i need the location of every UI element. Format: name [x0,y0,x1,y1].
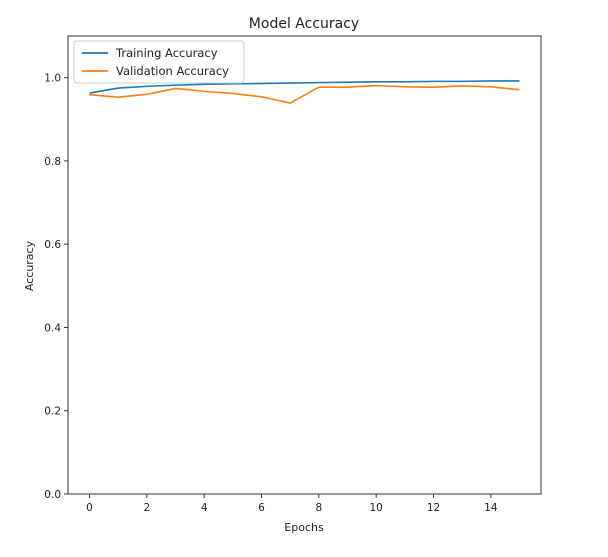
legend-label: Validation Accuracy [116,64,229,78]
plot-frame [67,35,542,495]
x-tick-label: 4 [201,502,208,514]
y-tick-label: 0.4 [44,322,61,334]
y-axis-ticks: 0.0 0.2 0.4 0.6 0.8 1.0 [44,73,68,501]
y-tick-label: 1.0 [44,73,61,85]
y-tick-label: 0.2 [44,406,61,418]
legend: Training Accuracy Validation Accuracy [73,40,245,84]
y-tick-label: 0.8 [44,156,61,168]
plot-area [67,35,542,495]
x-tick-label: 6 [258,502,265,514]
legend-box [73,40,245,84]
x-axis-ticks: 0 2 4 6 8 10 12 14 [86,494,498,514]
x-tick-label: 2 [143,502,150,514]
y-tick-label: 0.0 [44,489,61,501]
y-axis-label: Accuracy [23,240,36,291]
x-tick-label: 10 [369,502,382,514]
series-layer [89,80,520,104]
x-tick-label: 8 [315,502,322,514]
series-line-training [89,80,520,94]
x-tick-label: 0 [86,502,93,514]
legend-label: Training Accuracy [115,46,218,60]
y-tick-label: 0.6 [44,239,61,251]
x-tick-label: 14 [484,502,498,514]
series-line-validation [89,84,520,104]
chart-title: Model Accuracy [249,16,359,32]
x-tick-label: 12 [427,502,440,514]
x-axis-label: Epochs [284,521,324,534]
